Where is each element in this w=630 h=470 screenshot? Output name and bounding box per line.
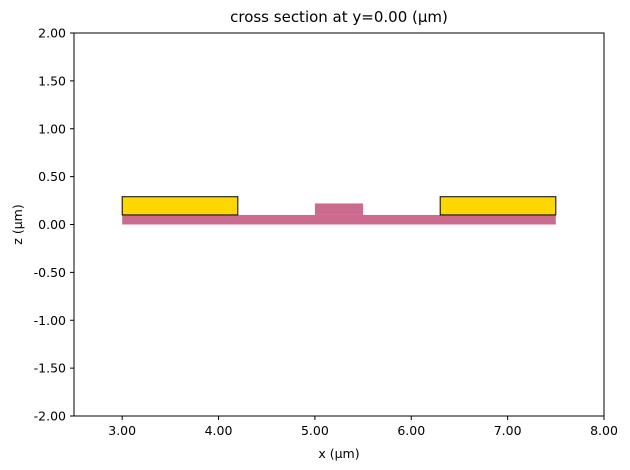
y-tick-label: 1.50 bbox=[38, 73, 66, 88]
x-axis-label: x (μm) bbox=[318, 446, 359, 461]
chart-title: cross section at y=0.00 (μm) bbox=[230, 8, 448, 26]
x-tick-label: 8.00 bbox=[590, 423, 618, 438]
electrode-right bbox=[439, 196, 557, 216]
slab bbox=[122, 214, 556, 225]
y-tick-label: -0.50 bbox=[34, 265, 66, 280]
x-tick-label: 3.00 bbox=[108, 423, 136, 438]
y-tick-label: 1.00 bbox=[38, 121, 66, 136]
x-axis-ticks: 3.00 4.00 5.00 6.00 7.00 8.00 bbox=[108, 416, 618, 438]
y-axis-ticks: 2.00 1.50 1.00 0.50 0.00 -0.50 -1.00 -1.50 -2.00 bbox=[34, 26, 74, 424]
y-tick-label: -1.00 bbox=[34, 313, 66, 328]
y-tick-label: -2.00 bbox=[34, 409, 66, 424]
y-tick-label: 0.50 bbox=[38, 169, 66, 184]
y-tick-label: 0.00 bbox=[38, 217, 66, 232]
ridge bbox=[314, 203, 364, 215]
plot-shapes bbox=[121, 196, 557, 225]
x-tick-label: 4.00 bbox=[205, 423, 233, 438]
y-axis-label: z (μm) bbox=[10, 204, 25, 244]
electrode-left bbox=[121, 196, 239, 216]
x-tick-label: 5.00 bbox=[301, 423, 329, 438]
x-tick-label: 6.00 bbox=[397, 423, 425, 438]
y-tick-label: -1.50 bbox=[34, 361, 66, 376]
y-tick-label: 2.00 bbox=[38, 26, 66, 41]
x-tick-label: 7.00 bbox=[494, 423, 522, 438]
